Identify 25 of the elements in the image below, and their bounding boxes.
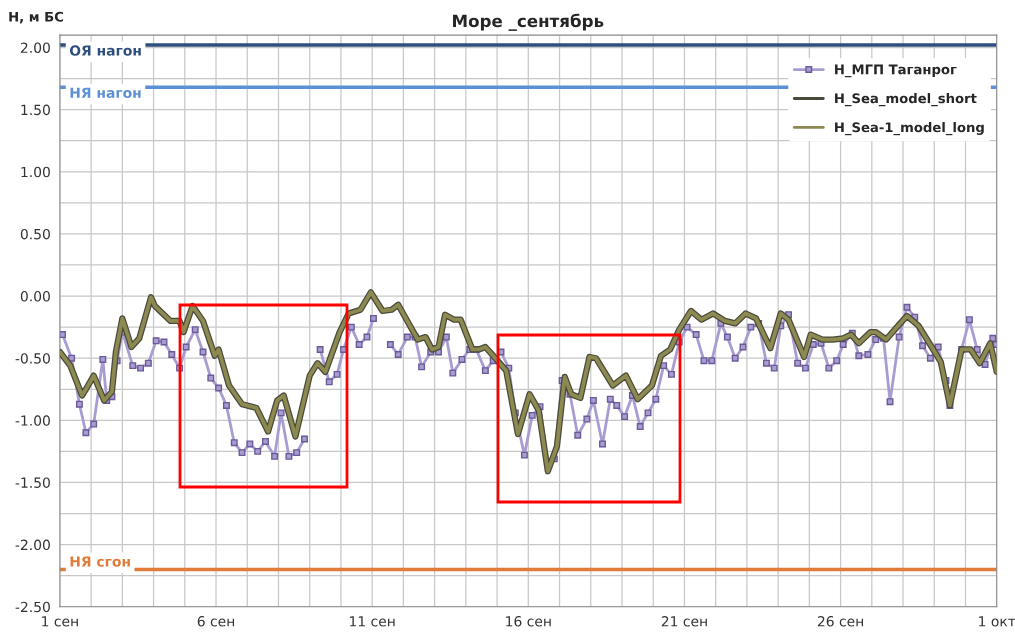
x-tick-label: 1 окт: [979, 616, 1015, 627]
legend-label: Н_Sea-1_model_long: [835, 122, 984, 136]
x-tick-label: 6 сен: [197, 616, 235, 627]
chart-title: Море _сентябрь: [453, 13, 604, 31]
y-tick-label: 1.00: [21, 166, 50, 178]
x-tick-label: 21 сен: [661, 616, 707, 627]
ref-line-label: НЯ нагон: [70, 87, 141, 99]
y-tick-label: 0.00: [20, 291, 50, 302]
ref-line-label: ОЯ нагон: [69, 45, 141, 56]
legend-label: Н_Sea_model_short: [835, 93, 977, 107]
y-tick-label: 2.00: [20, 42, 50, 53]
y-tick-label: -1.00: [15, 415, 50, 426]
x-tick-label: 16 сен: [506, 616, 551, 627]
y-tick-label: 1.50: [21, 104, 50, 116]
y-tick-label: -0.50: [15, 353, 50, 364]
y-tick-label: -1.50: [15, 477, 50, 488]
x-tick-label: 26 сен: [817, 616, 863, 627]
y-tick-label: -2.00: [15, 539, 50, 551]
ref-line-label: НЯ сгон: [70, 556, 130, 567]
legend-label: Н_МГП Таганрог: [835, 64, 957, 78]
y-tick-label: -2.50: [15, 601, 50, 613]
y-tick-label: 0.50: [20, 228, 50, 240]
y-axis-title: Н, м БС: [9, 11, 64, 24]
x-tick-label: 1 сен: [42, 616, 78, 627]
x-tick-label: 11 сен: [350, 616, 395, 627]
